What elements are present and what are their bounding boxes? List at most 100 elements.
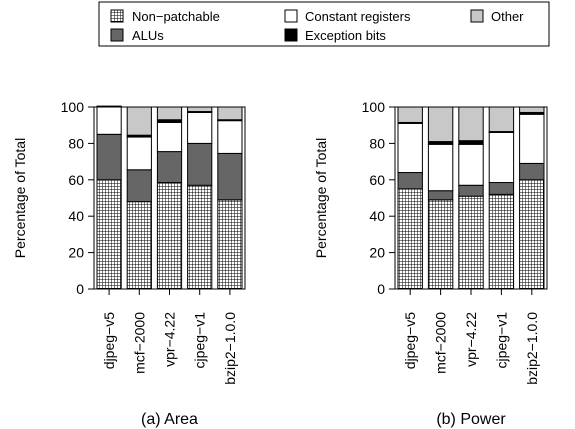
bar-segment-alus <box>187 142 213 186</box>
bar-segment-constant-registers <box>519 113 545 164</box>
y-axis-label: Percentage of Total <box>12 138 28 258</box>
bar-stack-mcf-2000 <box>427 106 454 290</box>
x-tick-label: vpr−4.22 <box>162 312 178 367</box>
x-tick-label: bzip2−1.0.0 <box>524 312 540 385</box>
bar-stack-mcf-2000 <box>126 106 152 290</box>
x-tick-label: bzip2−1.0.0 <box>222 312 238 385</box>
bar-segment-constant-registers <box>458 143 484 186</box>
bar-segment-constant-registers <box>488 131 515 184</box>
bar-segment-constant-registers <box>397 122 423 174</box>
legend-item-other: Other <box>470 9 524 24</box>
y-axis-ticks: 0 20 40 60 80 100 <box>362 99 395 297</box>
y-axis-label: Percentage of Total <box>313 138 329 258</box>
bar-segment-alus <box>397 172 423 190</box>
legend-item-exception-bits: Exception bits <box>284 28 386 43</box>
bar-segment-exception-bits <box>458 140 484 145</box>
x-tick-label: cjpeg−v1 <box>192 312 208 369</box>
bar-segment-other <box>488 106 515 133</box>
y-tick-label: 0 <box>76 281 84 297</box>
bar-segment-other <box>187 106 213 113</box>
bar-segment-constant-registers <box>96 106 122 135</box>
bar-stack-cjpeg-v1 <box>187 106 213 290</box>
bar-segment-other <box>126 106 152 136</box>
chart-title: (a) Area <box>141 411 198 428</box>
legend-label: Non−patchable <box>132 9 220 24</box>
bar-segment-constant-registers <box>126 136 152 171</box>
power-chart-panel: Percentage of Total 0 20 40 60 80 100 djpeg−v… <box>313 99 548 428</box>
bar-segment-alus <box>96 133 122 181</box>
bar-segment-non-patchable <box>427 199 454 290</box>
bar-stack-djpeg-v5 <box>96 105 122 290</box>
bars <box>96 105 243 290</box>
bar-segment-constant-registers <box>427 143 454 192</box>
legend-label: ALUs <box>132 28 164 43</box>
bar-segment-constant-registers <box>156 121 183 153</box>
bar-segment-non-patchable <box>156 182 183 290</box>
bar-segment-alus <box>488 182 515 195</box>
bar-segment-non-patchable <box>217 199 243 290</box>
y-tick-label: 20 <box>369 245 385 261</box>
y-tick-label: 100 <box>61 99 85 115</box>
y-axis-ticks: 0 20 40 60 80 100 <box>61 99 94 297</box>
x-tick-label: mcf−2000 <box>131 312 147 374</box>
bar-segment-other <box>397 106 423 123</box>
x-tick-label: cjpeg−v1 <box>493 312 509 369</box>
bar-segment-non-patchable <box>519 179 545 290</box>
bar-segment-other <box>217 106 243 121</box>
bar-stack-vpr-4-22 <box>458 106 484 290</box>
y-tick-label: 40 <box>68 208 84 224</box>
x-tick-label: vpr−4.22 <box>463 312 479 367</box>
y-tick-label: 20 <box>68 245 84 261</box>
bar-segment-alus <box>427 190 454 201</box>
y-tick-label: 100 <box>362 99 386 115</box>
bar-segment-other <box>519 106 545 113</box>
legend-item-alus: ALUs <box>110 28 164 43</box>
bars <box>397 106 545 290</box>
x-tick-label: djpeg−v5 <box>402 312 418 369</box>
bar-stack-cjpeg-v1 <box>488 106 515 290</box>
bar-stack-vpr-4-22 <box>156 106 183 290</box>
legend-swatch <box>470 9 484 23</box>
area-chart-panel: Percentage of Total 0 20 40 60 80 100 djpeg−v… <box>12 99 246 428</box>
bar-segment-other <box>156 106 183 121</box>
legend-label: Constant registers <box>305 9 411 24</box>
legend-label: Other <box>491 9 524 24</box>
y-tick-label: 80 <box>68 135 84 151</box>
y-tick-label: 60 <box>369 172 385 188</box>
bar-segment-non-patchable <box>397 188 423 290</box>
bar-stack-bzip2-1-0-0 <box>217 106 243 290</box>
bar-segment-non-patchable <box>488 193 515 290</box>
bar-segment-other <box>458 106 484 142</box>
legend-swatch <box>110 28 124 42</box>
legend-label: Exception bits <box>305 28 386 43</box>
legend-swatch <box>110 9 124 23</box>
y-tick-label: 60 <box>68 172 84 188</box>
legend-swatch <box>284 9 298 23</box>
bar-segment-alus <box>126 169 152 203</box>
bar-segment-constant-registers <box>217 120 243 154</box>
bar-segment-alus <box>458 184 484 197</box>
legend-frame <box>98 1 550 47</box>
x-axis-ticks: djpeg−v5 mcf−2000 vpr−4.22 cjpeg−v1 bzip2−1.… <box>101 289 238 385</box>
x-tick-label: djpeg−v5 <box>101 312 117 369</box>
bar-segment-non-patchable <box>187 184 213 290</box>
legend-item-non-patchable: Non−patchable <box>110 9 220 24</box>
x-tick-label: mcf−2000 <box>433 312 449 374</box>
bar-segment-alus <box>217 152 243 201</box>
bar-segment-non-patchable <box>126 201 152 290</box>
bar-stack-djpeg-v5 <box>397 106 423 290</box>
x-axis-ticks: djpeg−v5 mcf−2000 vpr−4.22 cjpeg−v1 bzip2−1.… <box>402 289 540 385</box>
y-tick-label: 0 <box>377 281 385 297</box>
y-tick-label: 40 <box>369 208 385 224</box>
bar-segment-other <box>427 106 454 143</box>
chart-title: (b) Power <box>436 411 506 428</box>
bar-segment-constant-registers <box>187 111 213 144</box>
y-tick-label: 80 <box>369 135 385 151</box>
legend: Non−patchable Constant registers Other A… <box>98 1 550 47</box>
bar-segment-alus <box>519 162 545 181</box>
bar-stack-bzip2-1-0-0 <box>519 106 545 290</box>
legend-swatch <box>284 28 298 42</box>
bar-segment-alus <box>156 151 183 184</box>
bar-segment-non-patchable <box>96 179 122 290</box>
